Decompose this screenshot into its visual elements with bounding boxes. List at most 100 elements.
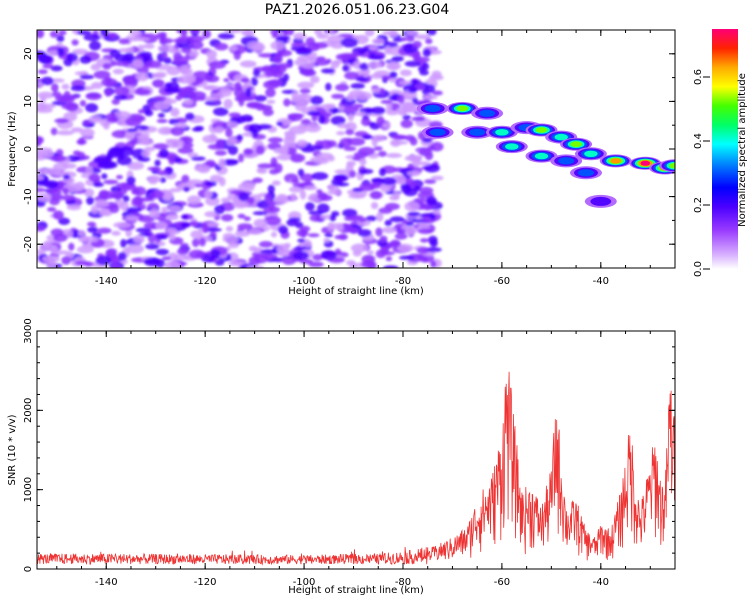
- spectrogram-noise-blob: [325, 82, 332, 91]
- spectrogram-noise-blob: [199, 237, 206, 247]
- spectrogram-noise-blob: [169, 231, 176, 241]
- spectrogram-noise-blob: [405, 221, 414, 227]
- spectrogram-noise-blob: [339, 137, 352, 148]
- spectrogram-noise-blob: [370, 73, 384, 79]
- spectrogram-noise-blob: [284, 132, 297, 141]
- spectrogram-noise-blob: [153, 95, 167, 102]
- spectrogram-noise-blob: [62, 187, 69, 195]
- spectrogram-noise-blob: [71, 127, 84, 133]
- spectrogram-noise-blob: [165, 138, 175, 143]
- spectrogram-noise-blob: [335, 83, 350, 92]
- spectrogram-noise-blob: [37, 226, 46, 232]
- spectrogram-noise-blob: [119, 146, 134, 157]
- spectrogram-noise-blob: [297, 81, 315, 89]
- spectrogram-noise-blob: [81, 236, 99, 243]
- spectrogram-noise-blob: [285, 30, 295, 36]
- spectrogram-noise-blob: [235, 202, 250, 208]
- spectrogram-noise-blob: [430, 141, 444, 152]
- spectrogram-noise-blob: [37, 181, 54, 187]
- spectrogram-noise-blob: [149, 190, 166, 199]
- spectrogram-noise-blob: [228, 112, 241, 118]
- signal-contour: [495, 129, 509, 136]
- spectrogram-noise-blob: [220, 214, 234, 222]
- spectrogram-noise-blob: [37, 193, 52, 202]
- spectrogram-noise-blob: [144, 60, 162, 69]
- x-tick-label: -120: [194, 276, 217, 287]
- spectrogram-noise-blob: [311, 114, 318, 122]
- spectrogram-noise-blob: [378, 150, 387, 157]
- spectrogram-noise-blob: [283, 98, 291, 107]
- spectrogram-noise-blob: [42, 255, 60, 263]
- signal-blob: [461, 125, 494, 139]
- spectrogram-noise-blob: [225, 127, 233, 138]
- spectrogram-noise-blob: [260, 253, 278, 260]
- spectrogram-noise-blob: [213, 126, 224, 134]
- spectrogram-noise-blob: [161, 206, 168, 214]
- spectrogram-noise-blob: [37, 30, 45, 39]
- spectrogram-noise-blob: [399, 80, 415, 85]
- spectrogram-noise-blob: [189, 220, 199, 227]
- spectrogram-noise-blob: [258, 168, 268, 174]
- snr-y-label: SNR (10 * v/v): [7, 414, 18, 485]
- spectrogram-noise-blob: [378, 207, 393, 214]
- spectrogram-noise-blob: [406, 35, 415, 42]
- spectrogram-noise-blob: [205, 159, 216, 167]
- spectrogram-noise-blob: [86, 166, 93, 175]
- spectrogram-noise-blob: [399, 69, 412, 77]
- spectrogram-noise-blob: [260, 249, 278, 255]
- spectrogram-noise-blob: [404, 60, 421, 67]
- spectrogram-noise-blob: [145, 243, 160, 250]
- spectrogram-noise-blob: [131, 59, 144, 69]
- spectrogram-noise-blob: [264, 193, 271, 202]
- signal-contour: [584, 150, 598, 157]
- spectrogram-noise-blob: [113, 86, 130, 96]
- spectrogram-noise-blob: [183, 86, 195, 93]
- spectrogram-noise-blob: [53, 233, 68, 242]
- spectrogram-noise-blob: [407, 211, 421, 217]
- spectrogram-noise-blob: [218, 158, 226, 169]
- spectrogram-noise-blob: [37, 91, 55, 99]
- spectrogram-noise-blob: [292, 182, 307, 188]
- spectrogram-noise-blob: [317, 192, 328, 201]
- spectrogram-noise-blob: [389, 239, 401, 248]
- signal-blob: [570, 166, 602, 180]
- spectrogram-noise-blob: [412, 159, 421, 168]
- spectrogram-noise-blob: [367, 61, 383, 69]
- spectrogram-noise-blob: [158, 148, 169, 158]
- spectrogram-noise-blob: [181, 174, 190, 183]
- spectrogram-noise-blob: [63, 111, 78, 122]
- spectrogram-noise-blob: [296, 139, 308, 147]
- spectrogram-noise-blob: [169, 188, 182, 193]
- spectrogram-noise-blob: [277, 225, 289, 234]
- spectrogram-noise-blob: [176, 30, 187, 34]
- spectrogram-noise-blob: [276, 121, 284, 126]
- spectrogram-noise-blob: [141, 150, 151, 158]
- spectrogram-noise-blob: [326, 190, 343, 195]
- spectrogram-noise-blob: [147, 166, 162, 171]
- spectrogram-noise-blob: [413, 197, 426, 203]
- spectrogram-noise-blob: [379, 235, 388, 243]
- spectrogram-noise-blob: [355, 77, 369, 82]
- spectrogram-noise-blob: [224, 30, 242, 34]
- spectrogram-noise-blob: [238, 96, 245, 107]
- spectrogram-noise-blob: [135, 227, 152, 233]
- spectrogram-noise-blob: [370, 106, 386, 115]
- spectrogram-noise-blob: [156, 234, 168, 240]
- spectrogram-noise-blob: [268, 201, 275, 212]
- spectrogram-noise-blob: [357, 229, 372, 237]
- x-tick-label: -140: [95, 276, 118, 287]
- spectrogram-noise-blob: [204, 189, 213, 199]
- spectrogram-noise-blob: [329, 214, 336, 222]
- spectrogram-noise-blob: [304, 180, 312, 186]
- spectrogram-noise-blob: [346, 93, 355, 101]
- signal-blob: [574, 147, 607, 161]
- spectrogram-noise-blob: [308, 210, 324, 215]
- spectrogram-noise-blob: [293, 32, 307, 40]
- spectrogram-noise-blob: [400, 119, 413, 129]
- spectrogram-noise-blob: [299, 190, 307, 200]
- spectrogram-noise-blob: [112, 68, 125, 75]
- spectrogram-noise-blob: [370, 135, 385, 142]
- spectrogram-noise-blob: [191, 156, 206, 161]
- spectrogram-noise-blob: [365, 107, 373, 113]
- signal-blob: [495, 140, 528, 154]
